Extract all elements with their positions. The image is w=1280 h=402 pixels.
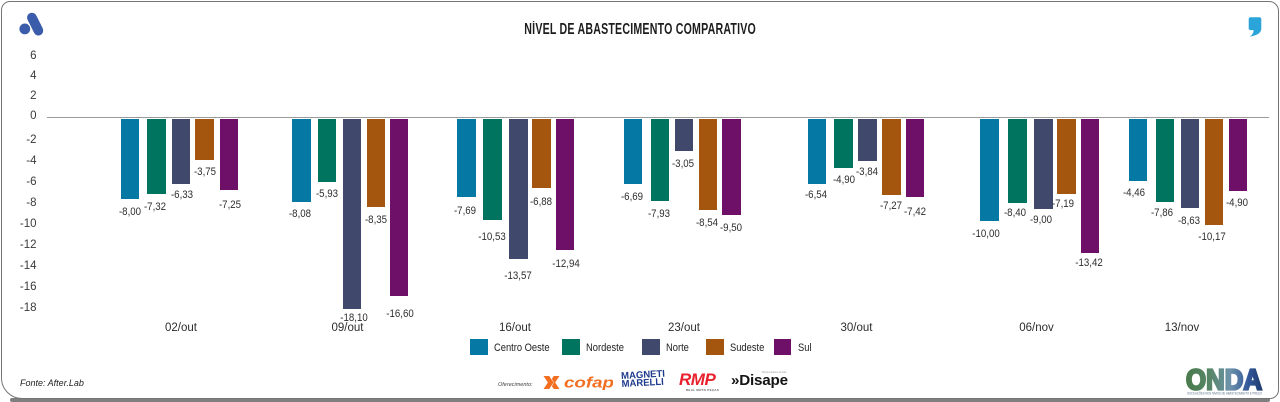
svg-text:OSCILAÇÕES NOS NÍVEIS DE ABAST: OSCILAÇÕES NOS NÍVEIS DE ABASTECIMENTO E… — [1187, 390, 1262, 395]
svg-text:cofap: cofap — [564, 376, 613, 391]
svg-text:ONDA: ONDA — [1186, 365, 1262, 393]
